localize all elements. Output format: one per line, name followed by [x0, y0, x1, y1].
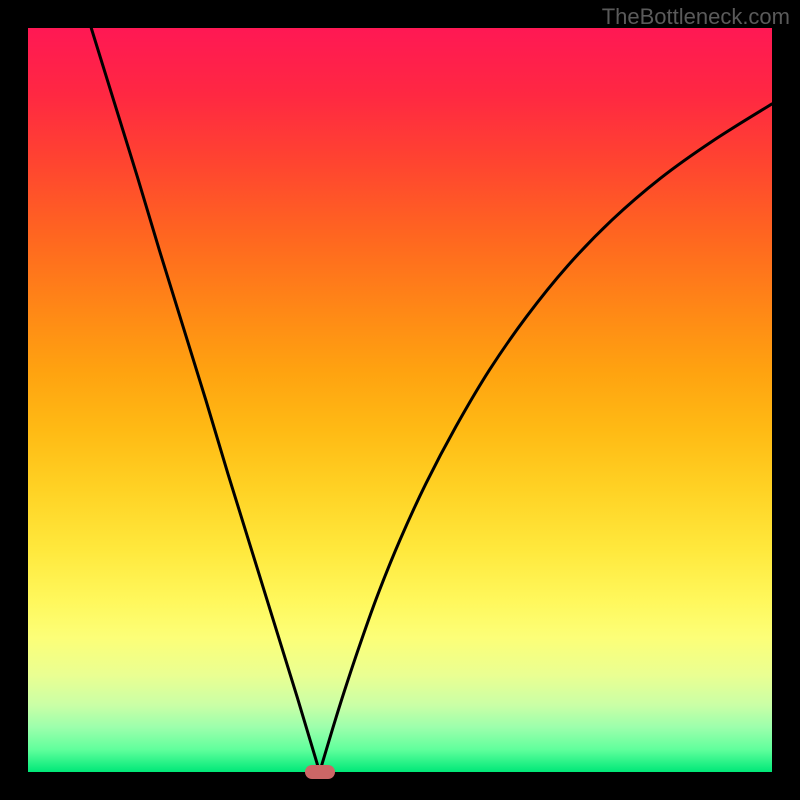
minimum-marker: [305, 765, 335, 779]
left-curve: [91, 28, 319, 772]
curve-svg: [28, 28, 772, 772]
chart-container: { "source": { "watermark_text": "TheBott…: [0, 0, 800, 800]
right-curve: [320, 104, 772, 772]
plot-area: [28, 28, 772, 772]
watermark-text: TheBottleneck.com: [602, 4, 790, 30]
